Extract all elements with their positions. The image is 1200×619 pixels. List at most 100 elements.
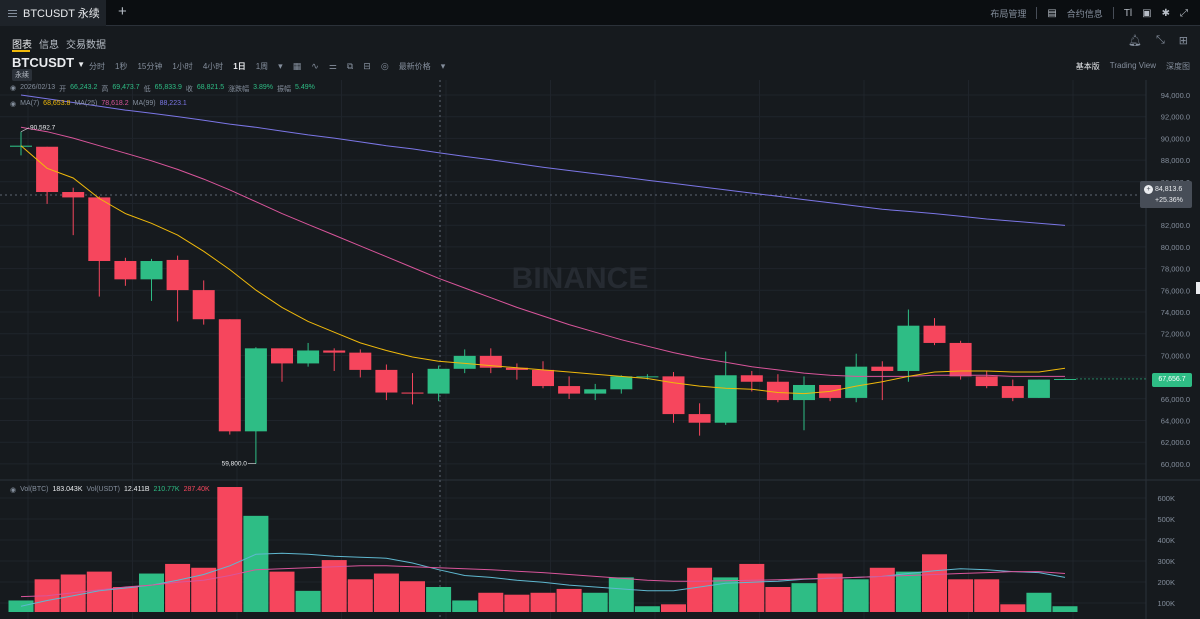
fullscreen-icon[interactable]: ⤡ (1155, 34, 1165, 46)
vol-ma-b-value: 287.40K (183, 486, 210, 493)
ohlc-close: 68,821.5 (196, 84, 225, 91)
settings-sliders-icon[interactable]: ⚌ (328, 61, 337, 71)
volume-bar (817, 573, 843, 612)
grid-layout-icon[interactable]: ⊞ (1178, 35, 1188, 47)
high-marker-line (20, 127, 30, 132)
high-annotation: 90,592.7 (30, 125, 56, 132)
ma99-value: 88,223.1 (159, 100, 187, 107)
interval-1s[interactable]: 1秒 (115, 62, 128, 71)
bell-icon[interactable]: 🔔︎ (1128, 35, 1142, 47)
contract-info-link[interactable]: 合约信息 (1066, 8, 1103, 19)
volume-bar (295, 590, 321, 612)
candle-body (871, 366, 894, 371)
candle-body (1001, 386, 1024, 398)
chart-tab[interactable]: BTCUSDT 永续 (0, 0, 106, 26)
ohlc-open: 66,243.2 (70, 84, 98, 91)
volume-axis-label: 100K (1157, 599, 1175, 608)
volume-bar (582, 592, 608, 612)
candlestick-chart[interactable]: BINANCE 94,000.0 92,000.0 90,000.0 88,000.0 8… (0, 80, 1200, 619)
scroll-handle (1196, 282, 1200, 294)
interval-timeline[interactable]: 分时 (89, 62, 105, 71)
tab-chart[interactable]: 图表 (12, 40, 32, 51)
tab-info[interactable]: 信息 (39, 40, 59, 51)
ma-legend: ◉ MA(7) 68,653.8 MA(25) 78,618.2 MA(99) 88,… (10, 100, 187, 108)
candle-body (244, 348, 267, 432)
eye-icon[interactable]: ◉ (10, 487, 17, 494)
candle-body (349, 352, 372, 370)
view-basic[interactable]: 基本版 (1075, 62, 1100, 71)
price-axis-label: 70,000.0 (1161, 351, 1190, 360)
volume-bar (922, 554, 947, 612)
view-tradingview[interactable]: Trading View (1109, 61, 1156, 70)
chart-settings-icon[interactable]: ◎ (380, 61, 389, 71)
candle-body (297, 350, 320, 364)
interval-1w[interactable]: 1周 (255, 62, 269, 71)
eye-icon[interactable]: ◉ (10, 85, 17, 92)
vol-ma-a-value: 210.77K (153, 486, 180, 493)
expand-icon[interactable]: ⤢ (1180, 7, 1188, 19)
symbol-name: BTCUSDT (12, 55, 75, 70)
candle-body (845, 366, 868, 398)
candle-body (88, 197, 111, 262)
volume-bar (191, 567, 217, 612)
interval-1d[interactable]: 1日 (233, 62, 246, 71)
ma25-value: 78,618.2 (101, 100, 129, 107)
add-alert-icon[interactable]: + (1144, 185, 1153, 194)
candle-body (114, 261, 137, 280)
settings-gear-icon[interactable]: ✱ (1161, 7, 1170, 19)
chevron-down-icon: ▾ (440, 61, 446, 71)
volume-axis-label: 500K (1157, 515, 1175, 524)
volume-axis-label: 200K (1157, 578, 1175, 587)
volume-bar (112, 587, 138, 612)
more-intervals-icon[interactable]: ▾ (278, 61, 283, 71)
chevron-down-icon: ▼ (77, 60, 86, 69)
candle-body (218, 319, 241, 432)
low-annotation: 59,800.0 (222, 461, 248, 468)
volume-bar (687, 567, 713, 612)
indicator-icon[interactable]: ∿ (311, 61, 319, 71)
calendar-icon[interactable]: ▦ (292, 61, 302, 71)
candle-body (688, 414, 711, 423)
ohlc-close-label: 收 (185, 86, 193, 93)
price-axis-label: 64,000.0 (1161, 417, 1190, 426)
tab-trading-data[interactable]: 交易数据 (66, 40, 106, 51)
compare-icon[interactable]: ⧉ (346, 61, 354, 71)
candle-body (610, 376, 633, 390)
add-tab-icon[interactable]: + (118, 3, 127, 20)
price-axis-label: 60,000.0 (1161, 460, 1190, 469)
volume-bar (843, 579, 869, 612)
ohlc-amplitude: 5.49% (295, 84, 315, 91)
interval-4h[interactable]: 4小时 (202, 62, 224, 71)
divider (1036, 7, 1038, 19)
price-axis-label: 82,000.0 (1161, 221, 1190, 230)
interval-1h[interactable]: 1小时 (172, 62, 193, 71)
candle-body (1054, 378, 1076, 380)
volume-axis-label: 300K (1157, 557, 1175, 566)
volume-bar (948, 579, 974, 612)
ma7-value: 68,653.8 (43, 100, 71, 107)
candle-body (636, 376, 659, 378)
layout-manager-link[interactable]: 布局管理 (990, 8, 1027, 19)
candle-body (401, 392, 424, 394)
symbol-selector[interactable]: BTCUSDT ▼ (12, 55, 85, 70)
ohlc-change: 3.89% (253, 84, 274, 91)
screenshot-icon[interactable]: ▣ (1142, 7, 1152, 19)
volume-bar (895, 571, 921, 612)
eye-icon[interactable]: ◉ (10, 101, 17, 108)
candle-body (923, 325, 946, 343)
vol-btc-value: 183.043K (52, 486, 83, 493)
volume-ma-a-line (20, 552, 1066, 607)
volume-axis-label: 400K (1157, 536, 1175, 545)
font-size-button[interactable]: Tl (1123, 7, 1133, 19)
candles (10, 131, 1076, 464)
candle-body (192, 290, 215, 320)
chart-svg[interactable]: BINANCE 94,000.0 92,000.0 90,000.0 88,000.0 8… (0, 80, 1200, 619)
menu-icon (8, 9, 17, 17)
layout-icon[interactable]: ⊟ (363, 61, 371, 71)
chart-tab-title: BTCUSDT 永续 (23, 8, 100, 20)
interval-15m[interactable]: 15分钟 (137, 62, 163, 71)
candle-body (36, 146, 59, 193)
active-tab-indicator (12, 50, 30, 52)
price-type-dropdown[interactable]: 最新价格 (398, 62, 431, 71)
view-depth[interactable]: 深度图 (1166, 62, 1190, 71)
